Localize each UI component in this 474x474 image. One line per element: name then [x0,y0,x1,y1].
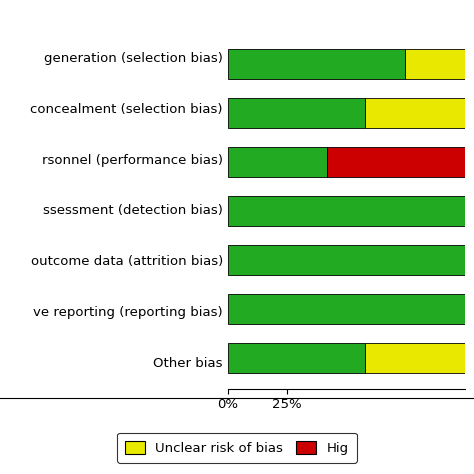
Bar [228,196,465,226]
Text: Other bias: Other bias [153,357,223,370]
Bar [327,147,465,177]
Bar [405,49,465,79]
Bar [228,343,365,373]
Bar [228,49,405,79]
Bar [228,147,327,177]
Text: ssessment (detection bias): ssessment (detection bias) [43,204,223,218]
Bar [365,343,465,373]
Text: generation (selection bias): generation (selection bias) [44,52,223,65]
Bar [228,98,365,128]
Legend: Unclear risk of bias, Hig: Unclear risk of bias, Hig [117,433,357,463]
Bar [365,98,465,128]
Text: ve reporting (reporting bias): ve reporting (reporting bias) [33,306,223,319]
Bar [228,294,465,324]
Text: outcome data (attrition bias): outcome data (attrition bias) [30,255,223,268]
Text: rsonnel (performance bias): rsonnel (performance bias) [42,154,223,167]
Text: concealment (selection bias): concealment (selection bias) [30,103,223,116]
Bar [228,245,465,274]
